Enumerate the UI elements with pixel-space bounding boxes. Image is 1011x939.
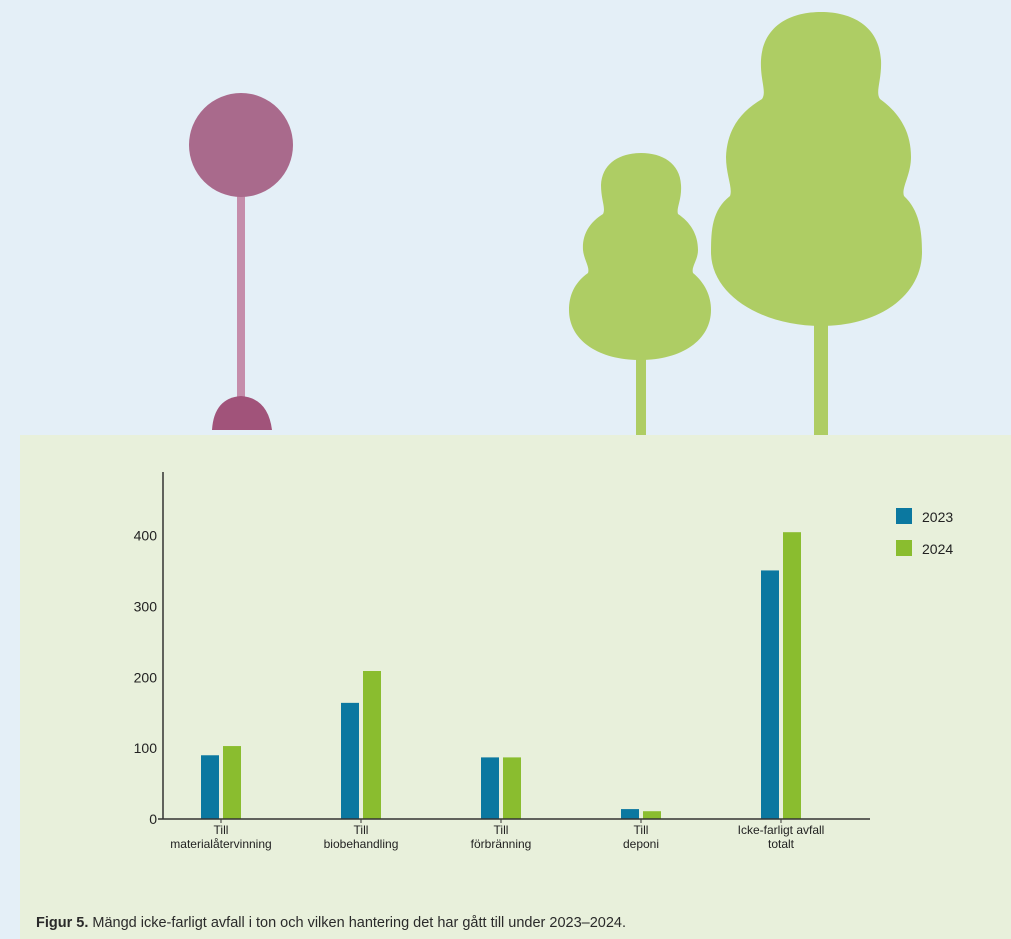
x-tick-label: totalt <box>768 837 795 851</box>
caption-prefix: Figur 5. <box>36 915 89 931</box>
y-tick-label: 300 <box>134 599 158 615</box>
pin-head <box>189 93 293 197</box>
x-tick-label: biobehandling <box>324 837 399 851</box>
bar-2023-2 <box>481 757 499 819</box>
small-tree-trunk <box>636 345 646 440</box>
x-tick-label: Till <box>634 823 649 837</box>
background-illustration <box>189 12 922 440</box>
legend: 2023 2024 <box>896 508 953 557</box>
y-tick-label: 400 <box>134 528 158 544</box>
big-tree-trunk <box>814 300 828 440</box>
bar-2023-1 <box>341 702 359 819</box>
figure-caption: Figur 5. Mängd icke-farligt avfall i ton… <box>36 915 996 931</box>
big-tree-illustration <box>711 12 922 440</box>
bar-2024-2 <box>503 757 521 819</box>
pin-base <box>212 396 272 430</box>
bar-2023-0 <box>201 755 219 819</box>
small-tree-crown <box>569 153 711 360</box>
y-tick-label: 100 <box>134 740 158 756</box>
bars-group <box>201 532 801 819</box>
bar-2024-0 <box>223 746 241 819</box>
legend-label-2024: 2024 <box>922 541 953 557</box>
bar-2024-1 <box>363 670 381 819</box>
x-axis: TillmaterialåtervinningTillbiobehandling… <box>158 818 870 851</box>
bar-2024-3 <box>643 811 661 819</box>
bar-2023-4 <box>761 570 779 819</box>
chart-panel: 0 100 200 300 400 Till materialåtervinning Til… <box>20 435 1011 939</box>
pin-stem <box>237 190 245 405</box>
x-tick-label: Till <box>214 823 229 837</box>
small-tree-illustration <box>569 153 711 440</box>
x-tick-label: Till <box>354 823 369 837</box>
pin-illustration <box>189 93 293 430</box>
big-tree-crown <box>711 12 922 326</box>
caption-text: Mängd icke-farligt avfall i ton och vilk… <box>88 915 627 931</box>
x-tick-label: Till <box>494 823 509 837</box>
bar-2023-3 <box>621 809 639 819</box>
x-tick-label: förbränning <box>471 837 532 851</box>
x-tick-label: deponi <box>623 837 659 851</box>
y-tick-label: 200 <box>134 669 158 685</box>
x-tick-label: Icke-farligt avfall <box>738 823 825 837</box>
x-tick-label: materialåtervinning <box>170 837 271 851</box>
y-tick-label: 0 <box>149 811 157 827</box>
legend-swatch-2024 <box>896 540 912 556</box>
legend-label-2023: 2023 <box>922 509 953 525</box>
y-axis: 0 100 200 300 400 <box>134 472 164 827</box>
legend-swatch-2023 <box>896 508 912 524</box>
bar-2024-4 <box>783 532 801 819</box>
